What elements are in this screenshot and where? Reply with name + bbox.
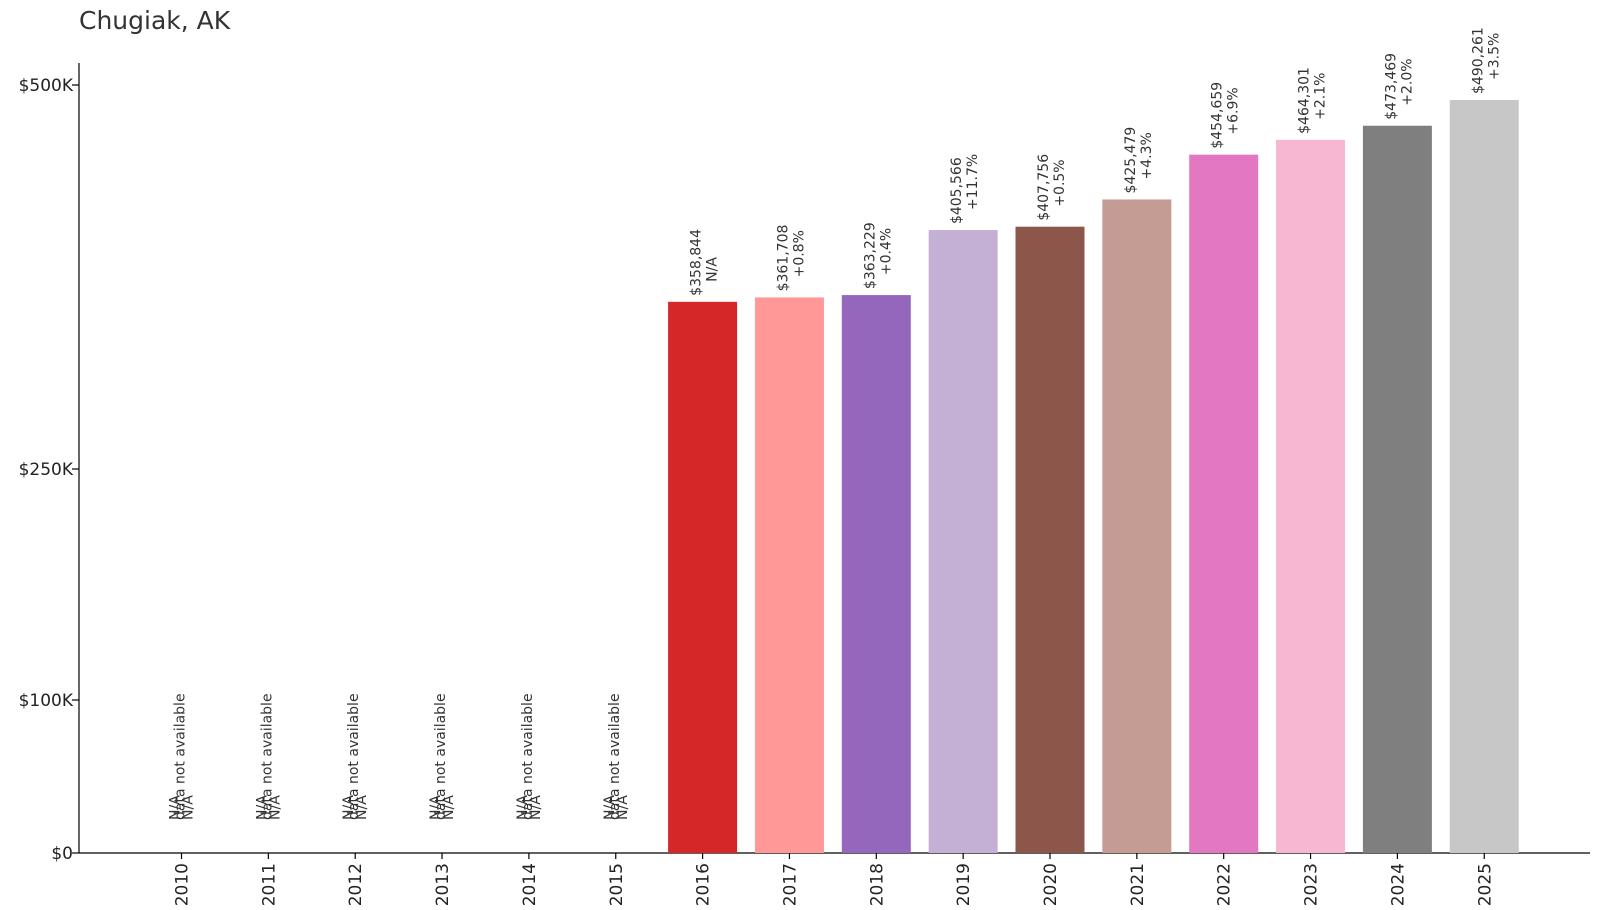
x-tick-label: 2019 <box>954 863 974 906</box>
y-tick-label: $100K <box>19 691 74 711</box>
bar-value-label: $473,469 <box>1383 53 1399 120</box>
missing-data-note: data not available <box>173 693 189 820</box>
bar-value-label: $464,301 <box>1297 67 1313 134</box>
missing-value-label: N/A <box>168 795 184 820</box>
missing-value-label: N/A <box>341 795 357 820</box>
y-tick-label: $250K <box>19 460 74 480</box>
x-tick-label: 2010 <box>173 863 193 906</box>
bars <box>668 99 1519 854</box>
x-tick-label: 2012 <box>346 863 366 906</box>
bar-value-label: $361,708 <box>775 225 791 292</box>
x-tick-label: 2018 <box>867 863 887 906</box>
missing-change-label: N/A <box>615 795 631 820</box>
y-tick-label: $0 <box>51 844 73 864</box>
missing-data-note: data not available <box>433 693 449 820</box>
x-tick-label: 2020 <box>1041 863 1061 906</box>
bar-2016 <box>668 301 738 853</box>
missing-data-note: data not available <box>259 693 275 820</box>
x-tick-label: 2022 <box>1215 863 1235 906</box>
missing-change-label: N/A <box>528 795 544 820</box>
x-tick-label: 2016 <box>694 863 714 906</box>
missing-value-label: N/A <box>428 795 444 820</box>
missing-data-note: data not available <box>520 693 536 820</box>
y-tick-label: $500K <box>19 76 74 96</box>
bar-2018 <box>841 295 911 853</box>
bar-change-label: +3.5% <box>1486 33 1502 80</box>
bar-value-label: $358,844 <box>689 229 705 296</box>
x-tick-label: 2015 <box>607 863 627 906</box>
bar-change-label: +0.5% <box>1052 159 1068 206</box>
bar-change-label: +4.3% <box>1139 132 1155 179</box>
bar-2020 <box>1015 226 1085 854</box>
bar-change-label: N/A <box>705 257 721 282</box>
x-tick-label: 2021 <box>1128 863 1148 906</box>
missing-change-label: N/A <box>181 795 197 820</box>
x-tick-label: 2017 <box>780 863 800 906</box>
bar-2017 <box>754 297 824 853</box>
missing-value-label: N/A <box>602 795 618 820</box>
bar-2021 <box>1102 199 1172 854</box>
bar-2022 <box>1189 154 1259 853</box>
x-tick-label: 2014 <box>520 863 540 906</box>
bar-change-label: +0.8% <box>791 230 807 277</box>
bar-value-label: $407,756 <box>1036 154 1052 221</box>
missing-value-label: N/A <box>515 795 531 820</box>
bar-2023 <box>1276 139 1346 853</box>
y-axis: $0 $100K $250K $500K <box>19 63 80 864</box>
bar-change-label: +2.0% <box>1399 58 1415 105</box>
x-tick-label: 2025 <box>1475 863 1495 906</box>
bar-value-label: $490,261 <box>1470 27 1486 94</box>
bar-change-label: +6.9% <box>1226 87 1242 134</box>
bar-change-label: +0.4% <box>878 228 894 275</box>
x-axis: 2010 2011 2012 2013 2014 2015 2016 2017 2018 2019… <box>79 852 1590 906</box>
missing-change-label: N/A <box>267 795 283 820</box>
missing-data-note: data not available <box>607 693 623 820</box>
missing-change-label: N/A <box>354 795 370 820</box>
bar-2019 <box>928 230 998 853</box>
bar-2024 <box>1362 125 1432 854</box>
bar-value-label: $363,229 <box>862 222 878 289</box>
bar-2025 <box>1449 99 1519 853</box>
missing-change-label: N/A <box>441 795 457 820</box>
missing-value-label: N/A <box>254 795 270 820</box>
bar-value-label: $425,479 <box>1123 127 1139 194</box>
bar-value-label: $405,566 <box>949 157 965 224</box>
x-tick-label: 2024 <box>1388 863 1408 906</box>
x-tick-label: 2013 <box>433 863 453 906</box>
bar-value-label: $454,659 <box>1210 82 1226 149</box>
missing-data-note: data not available <box>346 693 362 820</box>
x-tick-label: 2011 <box>259 863 279 906</box>
bar-change-label: +2.1% <box>1313 73 1329 120</box>
chart-title: Chugiak, AK <box>79 6 231 35</box>
x-tick-label: 2023 <box>1302 863 1322 906</box>
bar-change-label: +11.7% <box>965 154 981 210</box>
